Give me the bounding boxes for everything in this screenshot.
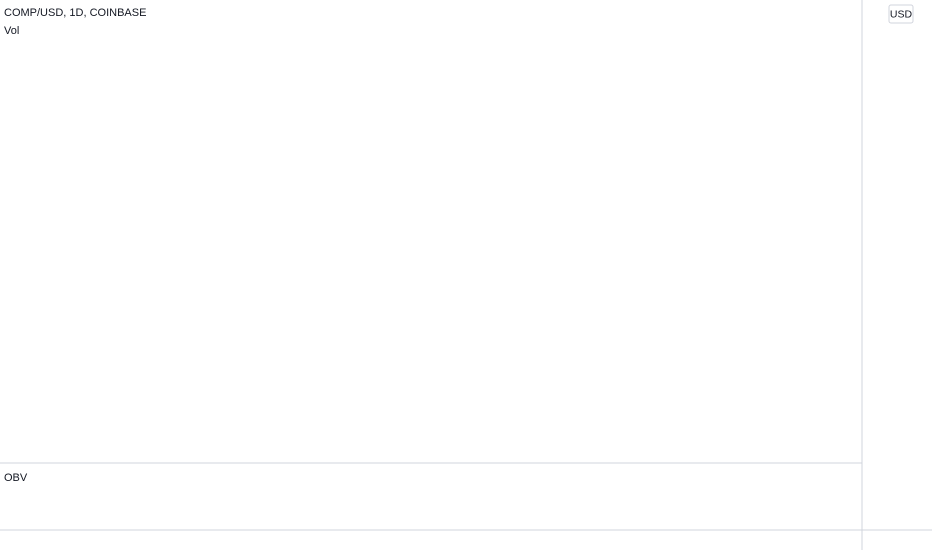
currency-box[interactable] [888,4,914,24]
currency[interactable]: USD [890,8,913,20]
chart-title: COMP/USD, 1D, COINBASE [4,7,146,19]
obv-label: OBV [4,472,28,484]
volume-label: Vol [4,25,19,37]
